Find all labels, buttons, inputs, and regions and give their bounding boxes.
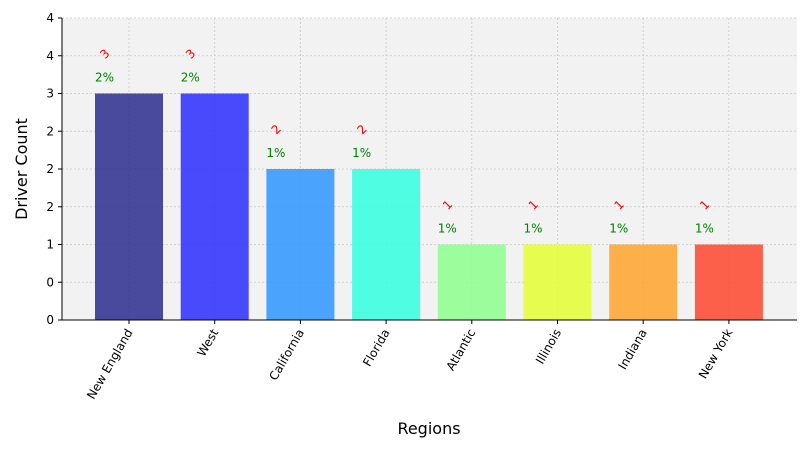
y-axis-ticks: 0 0 1 2 2 2 3 4 4 <box>46 11 62 327</box>
y-tick-label: 0 <box>46 313 54 327</box>
x-tick-label: Indiana <box>615 327 649 372</box>
x-tick-label: Illinois <box>533 327 564 367</box>
bar <box>523 244 592 320</box>
y-tick-label: 2 <box>46 124 54 138</box>
y-axis-title: Driver Count <box>12 118 31 220</box>
y-tick-label: 1 <box>46 238 54 252</box>
percent-label: 1% <box>609 222 628 236</box>
bars <box>95 93 763 320</box>
bar <box>437 244 506 320</box>
x-axis-title: Regions <box>397 419 460 438</box>
percent-label: 1% <box>352 146 371 160</box>
x-tick-label: West <box>194 326 221 359</box>
x-tick-label: Florida <box>360 327 393 369</box>
y-tick-label: 0 <box>46 275 54 289</box>
percent-label: 1% <box>438 222 457 236</box>
y-tick-label: 4 <box>46 49 54 63</box>
bar <box>694 244 763 320</box>
y-tick-label: 4 <box>46 11 54 25</box>
bar <box>352 169 421 320</box>
bar <box>609 244 678 320</box>
percent-label: 1% <box>524 222 543 236</box>
y-tick-label: 3 <box>46 87 54 101</box>
percent-label: 1% <box>695 222 714 236</box>
x-axis-ticks: New England West California Florida Atlantic… <box>84 320 736 402</box>
x-tick-label: New England <box>84 327 135 402</box>
bar <box>266 169 335 320</box>
x-tick-label: Atlantic <box>443 327 478 374</box>
bar <box>180 93 249 320</box>
y-tick-label: 2 <box>46 162 54 176</box>
x-tick-label: New York <box>696 326 736 381</box>
y-tick-label: 2 <box>46 200 54 214</box>
percent-label: 2% <box>95 71 114 85</box>
percent-label: 1% <box>266 146 285 160</box>
bar <box>95 93 163 320</box>
percent-label: 2% <box>181 71 200 85</box>
x-tick-label: California <box>266 327 307 383</box>
